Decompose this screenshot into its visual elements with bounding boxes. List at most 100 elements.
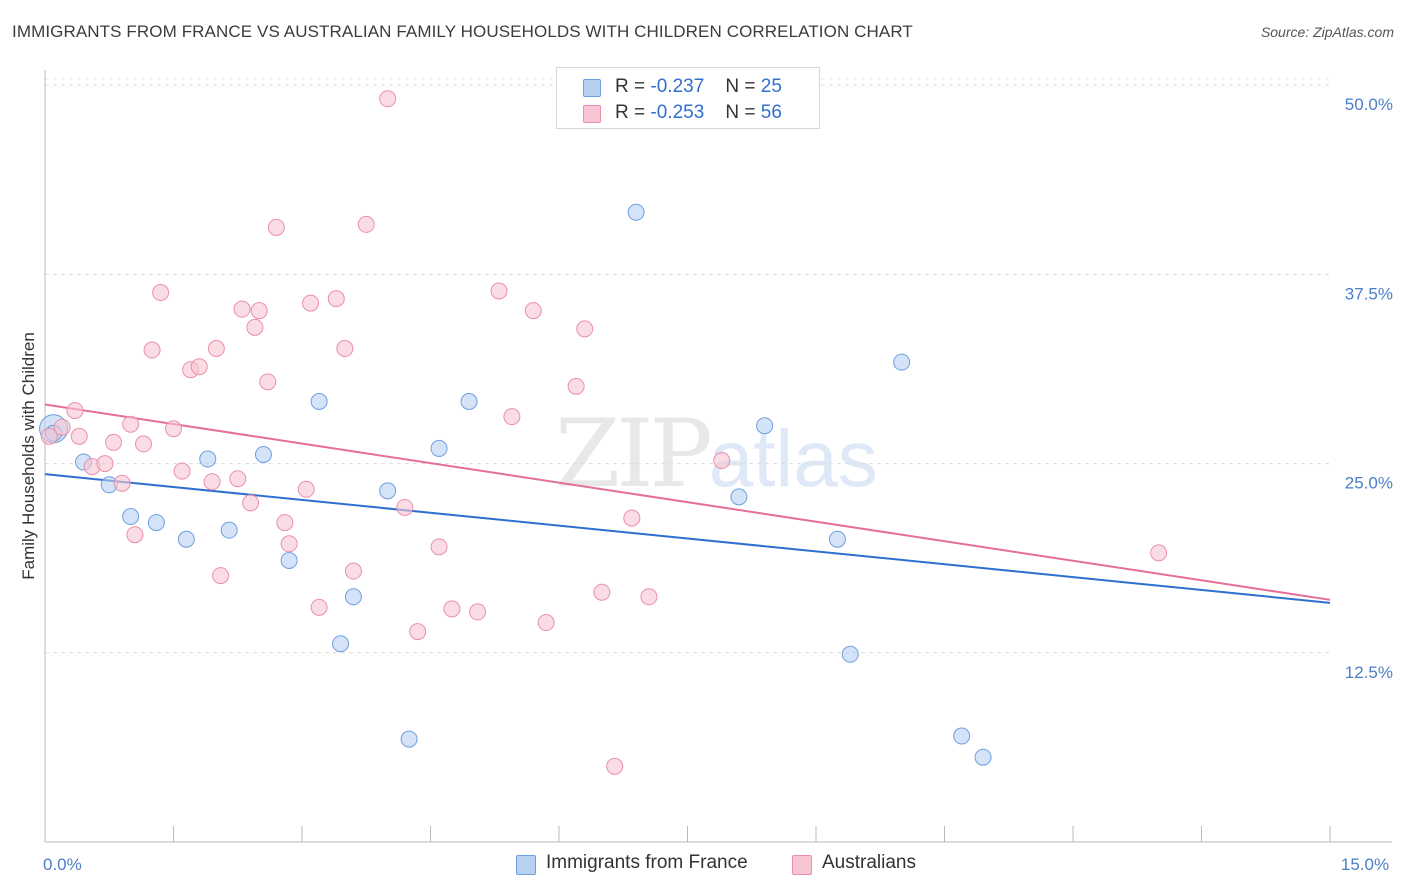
axes: [44, 70, 1392, 843]
point-australians: [173, 462, 191, 480]
point-australians: [606, 757, 624, 775]
y-tick-label: 37.5%: [1345, 284, 1393, 303]
point-australians: [259, 373, 277, 391]
point-australians: [567, 377, 585, 395]
point-australians: [113, 474, 131, 492]
watermark-zip: ZIP: [555, 400, 713, 509]
point-australians: [135, 435, 153, 453]
point-australians: [70, 427, 88, 445]
r-value-australians: -0.253: [650, 102, 705, 123]
point-australians: [105, 433, 123, 451]
tick-labels: 12.5% 25.0% 37.5% 50.0% 0.0% 15.0%: [43, 95, 1393, 874]
point-australians: [242, 494, 260, 512]
point-australians: [66, 402, 84, 420]
point-australians: [310, 598, 328, 616]
point-australians: [302, 294, 320, 312]
point-australians: [203, 473, 221, 491]
point-australians: [246, 318, 264, 336]
point-france: [177, 530, 195, 548]
point-australians: [126, 526, 144, 544]
point-australians: [713, 452, 731, 470]
y-axis-title: Family Households with Children: [19, 332, 38, 580]
gridlines: [45, 78, 1330, 654]
point-france: [332, 635, 350, 653]
point-australians: [165, 420, 182, 438]
point-australians: [327, 290, 345, 308]
point-australians: [524, 302, 542, 320]
legend-swatch-pink: [583, 105, 601, 123]
point-australians: [443, 600, 461, 618]
point-australians: [490, 282, 508, 300]
point-australians: [233, 300, 251, 318]
point-france: [280, 551, 298, 569]
point-france: [220, 521, 238, 539]
point-australians: [276, 514, 294, 532]
point-australians: [190, 358, 208, 376]
r-label: R =: [615, 76, 646, 97]
r-label: R =: [615, 102, 646, 123]
point-australians: [379, 90, 397, 108]
point-australians: [623, 509, 641, 527]
point-australians: [267, 218, 285, 236]
point-australians: [40, 427, 58, 445]
chart-title: IMMIGRANTS FROM FRANCE VS AUSTRALIAN FAM…: [12, 22, 913, 41]
y-tick-label: 25.0%: [1345, 474, 1393, 493]
legend-label-france: Immigrants from France: [546, 852, 748, 873]
point-france: [310, 393, 328, 411]
point-france: [344, 588, 362, 606]
r-value-france: -0.237: [650, 76, 705, 97]
watermark-atlas: atlas: [708, 414, 878, 503]
point-australians: [229, 470, 247, 488]
point-australians: [503, 408, 521, 426]
point-australians: [469, 603, 487, 621]
source-label: Source: ZipAtlas.com: [1260, 24, 1394, 40]
point-australians: [1150, 544, 1168, 562]
n-label: N =: [725, 76, 756, 97]
y-tick-label: 50.0%: [1345, 95, 1393, 114]
point-australians: [357, 215, 375, 233]
legend-stats-australians: R = -0.253 N = 56: [615, 102, 782, 124]
trend-line-australians: [44, 403, 1331, 601]
point-france: [199, 450, 217, 468]
n-value-australians: 56: [760, 102, 782, 123]
point-australians: [640, 588, 658, 606]
point-australians: [593, 583, 611, 601]
point-australians: [576, 320, 594, 338]
x-tick-label: 0.0%: [43, 855, 82, 874]
n-label: N =: [725, 102, 756, 123]
point-australians: [344, 562, 362, 580]
trend-line-france: [44, 473, 1331, 604]
point-australians: [212, 567, 230, 585]
point-france: [953, 727, 971, 745]
legend-swatch-pink: [792, 855, 812, 875]
point-australians: [53, 418, 71, 436]
point-france: [974, 748, 992, 766]
point-australians: [207, 340, 225, 358]
point-australians: [409, 623, 427, 641]
x-tick-label: 15.0%: [1341, 855, 1389, 874]
point-france: [841, 645, 859, 663]
point-australians: [297, 480, 315, 498]
point-australians: [537, 614, 555, 632]
point-france: [460, 393, 478, 411]
point-australians: [430, 538, 448, 556]
legend-swatch-blue: [583, 79, 601, 97]
point-france: [730, 488, 748, 506]
point-france: [122, 508, 140, 526]
point-france: [430, 439, 448, 457]
point-australians: [280, 535, 298, 553]
point-australians: [143, 341, 161, 359]
data-points: [39, 90, 1168, 775]
point-france: [627, 203, 645, 221]
point-france: [400, 730, 418, 748]
point-france: [147, 514, 165, 532]
trend-lines: [44, 403, 1331, 604]
point-australians: [122, 415, 140, 433]
n-value-france: 25: [760, 76, 782, 97]
legend-swatch-blue: [516, 855, 536, 875]
legend-label-australians: Australians: [822, 852, 916, 873]
point-france: [828, 530, 846, 548]
point-france: [893, 353, 911, 371]
legend-stats-france: R = -0.237 N = 25: [615, 76, 782, 98]
